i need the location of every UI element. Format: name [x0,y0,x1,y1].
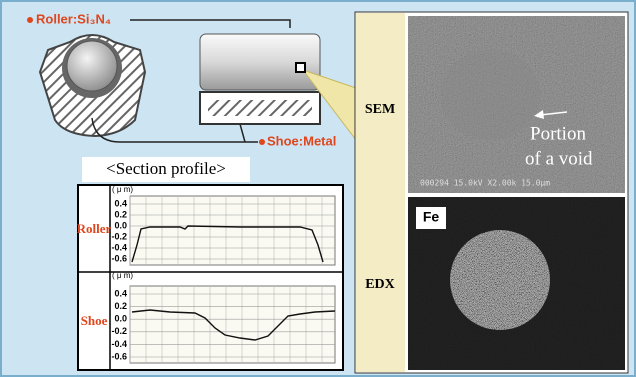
y-tick-label: 0.4 [114,288,127,298]
y-tick-label: -0.2 [111,231,127,241]
bullet [27,17,33,23]
sem-annotation: of a void [525,148,593,169]
unit-label: ( μ m) [112,271,133,280]
row-label: Shoe [81,313,108,328]
shoe-hatch [208,100,312,116]
row-label: Roller [77,221,112,236]
page: Roller:Si₃N₄ Shoe:Metal SEM EDX Portion … [0,0,636,377]
roller-label: Roller:Si₃N₄ [36,11,111,26]
bullet [259,139,265,145]
plot-area [130,286,335,363]
y-tick-label: -0.6 [111,253,127,263]
sem-void [440,50,540,140]
sem-annotation: Portion [530,123,586,144]
section-title: <Section profile> [106,159,226,178]
sem-label: SEM [365,102,395,117]
y-tick-label: 0.0 [114,314,127,324]
y-tick-label: 0.4 [114,198,127,208]
y-tick-label: -0.6 [111,351,127,361]
y-tick-label: 0.2 [114,301,127,311]
y-tick-label: 0.0 [114,220,127,230]
fe-label: Fe [423,209,440,225]
plot-area [130,196,335,265]
shoe-label: Shoe:Metal [267,133,336,148]
zoom-marker [296,63,305,72]
y-tick-label: -0.4 [111,339,127,349]
sem-footer: 000294 15.0kV X2.00k 15.0μm [420,179,550,188]
label-column [356,13,405,372]
y-tick-label: 0.2 [114,209,127,219]
roller [67,41,117,91]
y-tick-label: -0.2 [111,326,127,336]
unit-label: ( μ m) [112,185,133,194]
edx-label: EDX [365,277,395,292]
y-tick-label: -0.4 [111,242,127,252]
figure: Roller:Si₃N₄ Shoe:Metal SEM EDX Portion … [0,0,636,377]
